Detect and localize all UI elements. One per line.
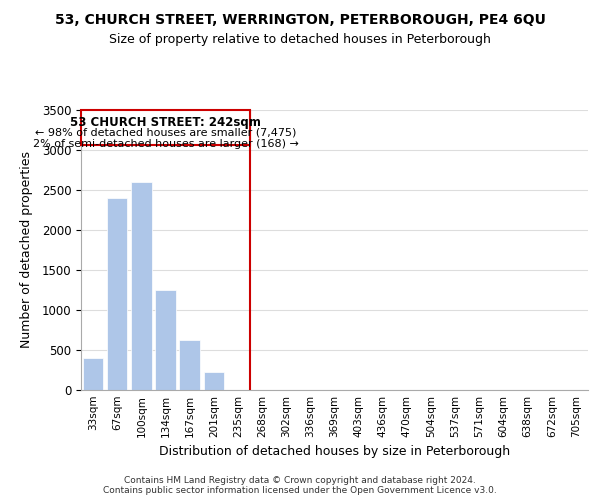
Bar <box>107 198 127 390</box>
Text: ← 98% of detached houses are smaller (7,475): ← 98% of detached houses are smaller (7,… <box>35 128 296 138</box>
Text: 53, CHURCH STREET, WERRINGTON, PETERBOROUGH, PE4 6QU: 53, CHURCH STREET, WERRINGTON, PETERBORO… <box>55 12 545 26</box>
Y-axis label: Number of detached properties: Number of detached properties <box>20 152 34 348</box>
Bar <box>155 290 176 390</box>
Text: Contains HM Land Registry data © Crown copyright and database right 2024.
Contai: Contains HM Land Registry data © Crown c… <box>103 476 497 495</box>
Text: Size of property relative to detached houses in Peterborough: Size of property relative to detached ho… <box>109 32 491 46</box>
Bar <box>83 358 103 390</box>
Bar <box>131 182 152 390</box>
X-axis label: Distribution of detached houses by size in Peterborough: Distribution of detached houses by size … <box>159 446 510 458</box>
Text: 2% of semi-detached houses are larger (168) →: 2% of semi-detached houses are larger (1… <box>32 139 298 149</box>
FancyBboxPatch shape <box>81 110 250 145</box>
Bar <box>179 340 200 390</box>
Text: 53 CHURCH STREET: 242sqm: 53 CHURCH STREET: 242sqm <box>70 116 261 130</box>
Bar <box>203 372 224 390</box>
